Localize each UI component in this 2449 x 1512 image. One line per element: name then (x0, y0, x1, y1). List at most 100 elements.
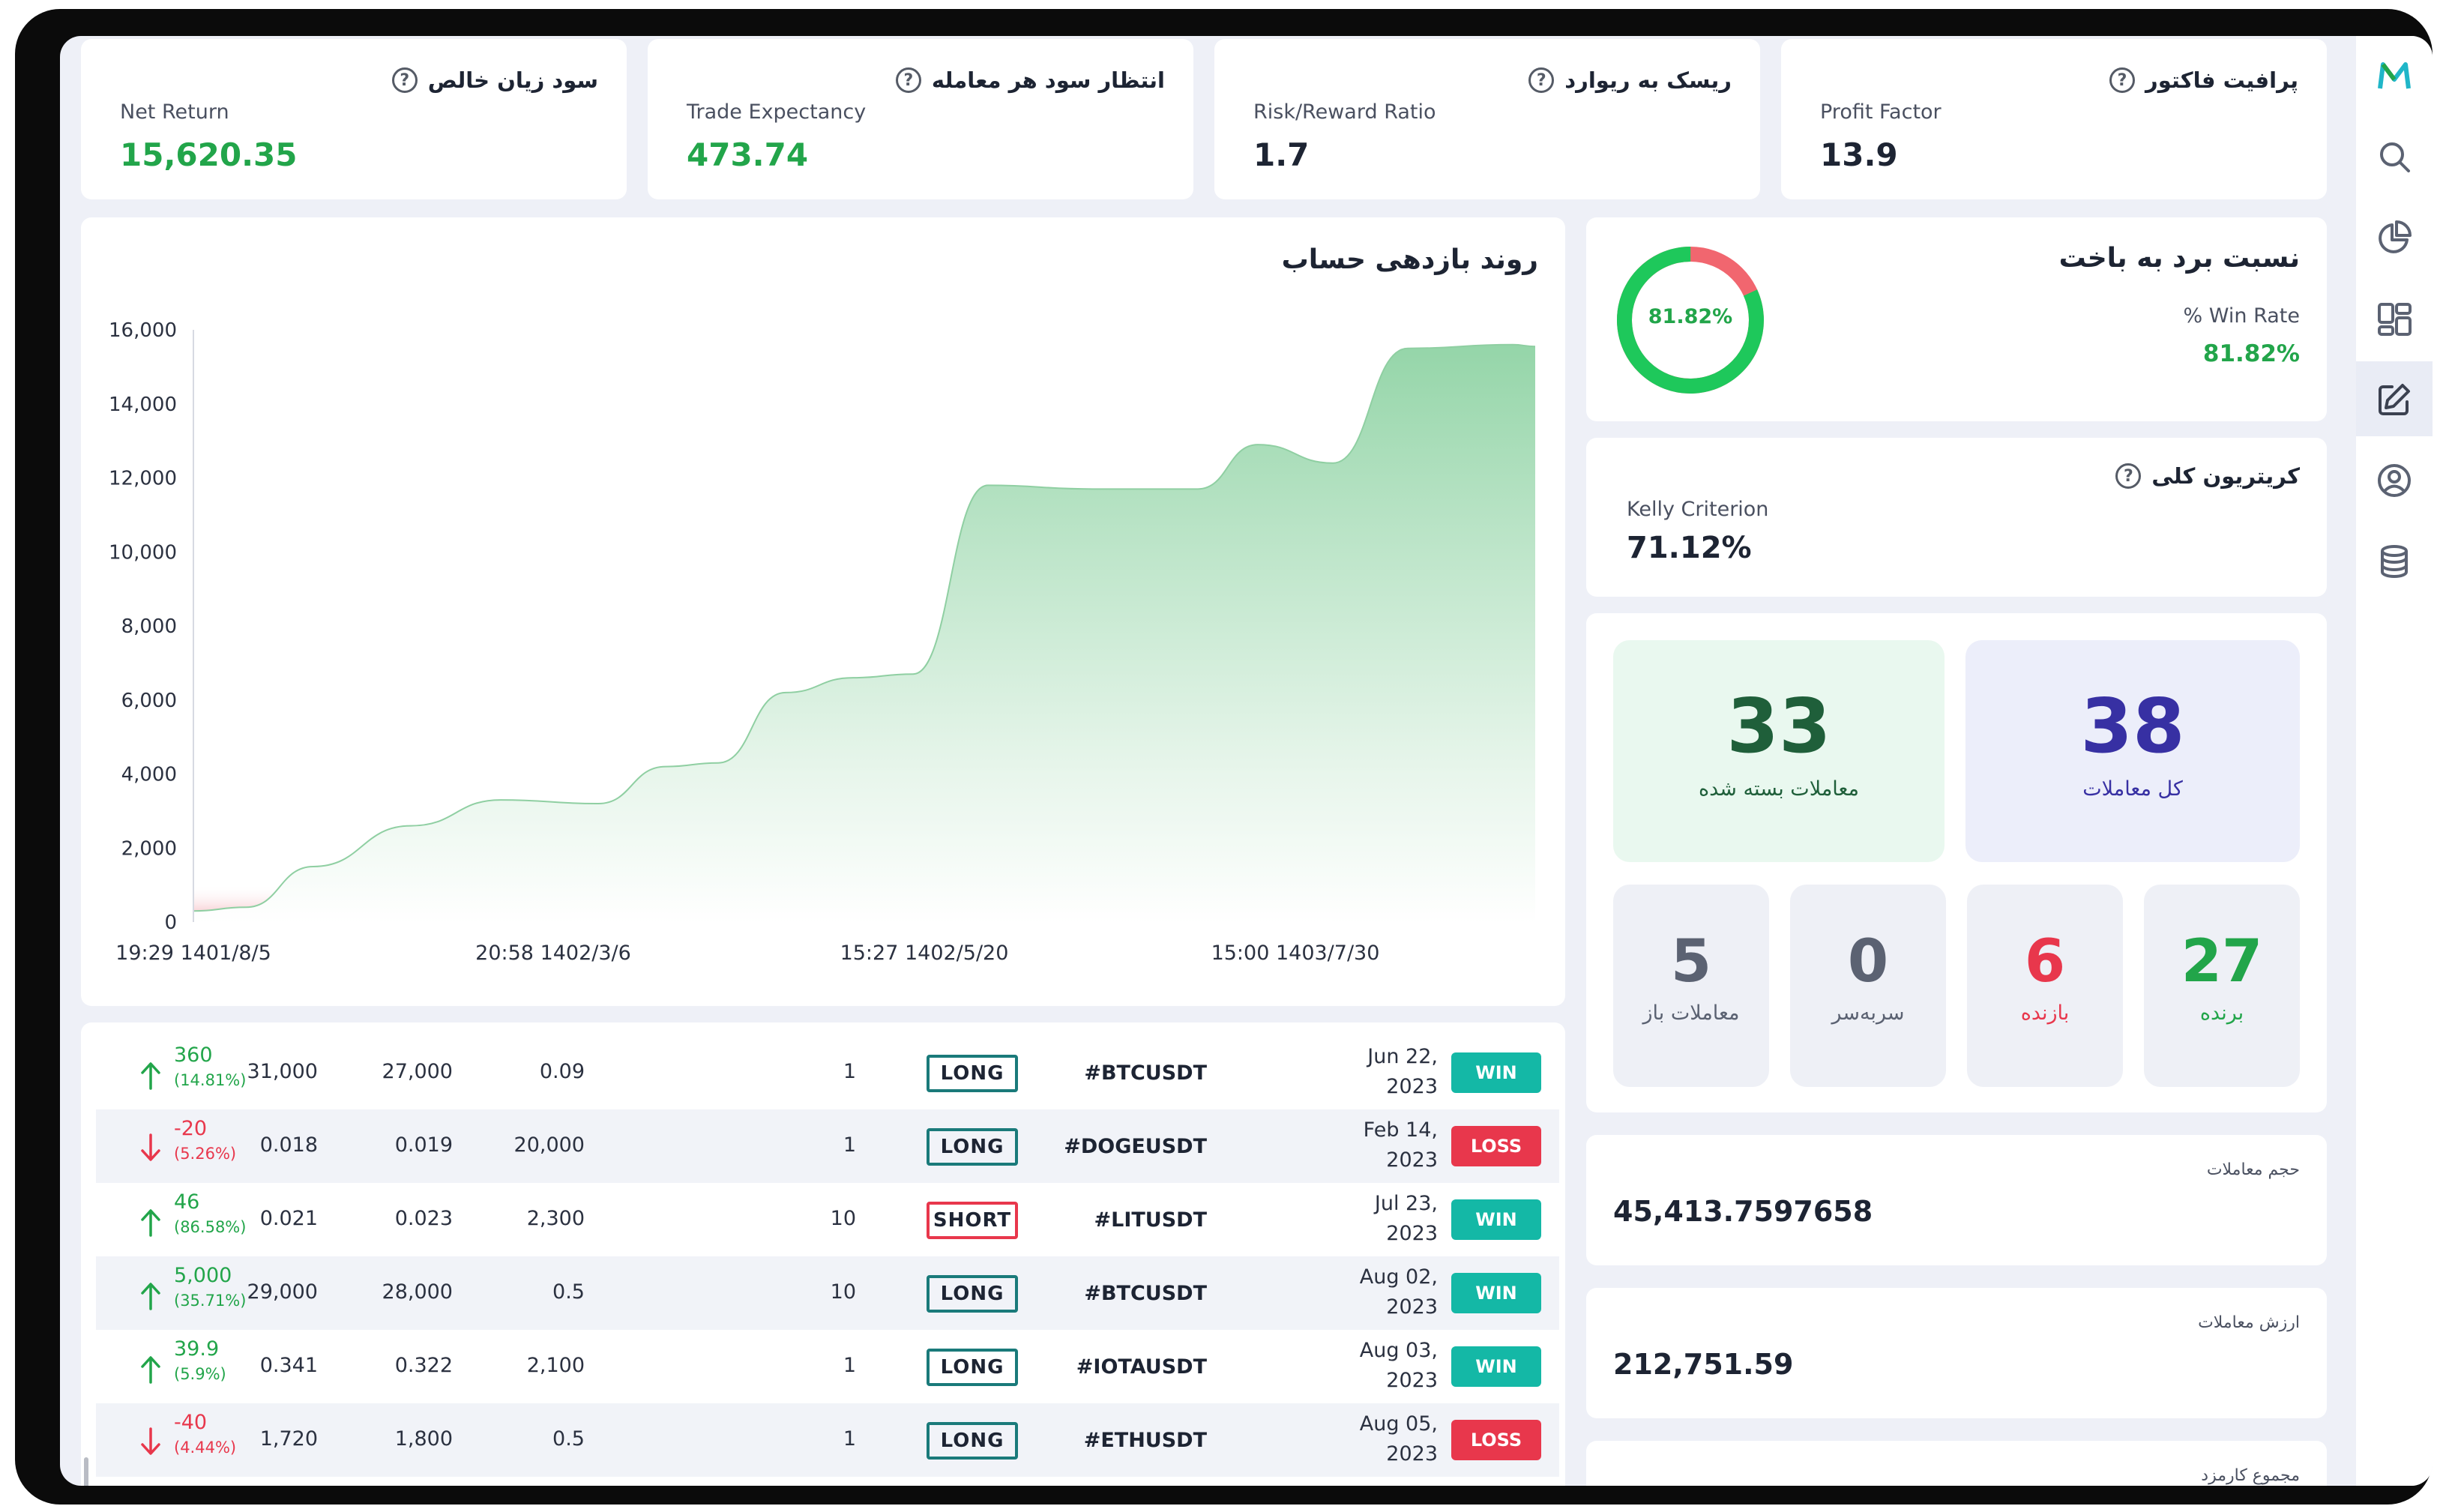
table-row[interactable]: -20 (5.26%) 0.018 0.019 20,000 1 LONG #DOGEUSDT… (96, 1109, 1559, 1183)
search-icon[interactable] (2376, 138, 2413, 175)
result-badge: WIN (1451, 1346, 1541, 1387)
trade-value-value: 212,751.59 (1613, 1348, 1794, 1381)
leverage: 1 (843, 1060, 856, 1083)
entry-price: 27,000 (382, 1060, 453, 1083)
trade-date-year: 2023 (1386, 1369, 1438, 1392)
entry-price: 1,800 (394, 1427, 453, 1451)
table-row[interactable]: 46 (86.58%) 0.021 0.023 2,300 10 SHORT #LITUSDT… (96, 1183, 1559, 1256)
entry-price: 0.023 (394, 1207, 453, 1230)
win-rate-label: % Win Rate (2183, 304, 2300, 328)
table-row[interactable]: 360 (14.81%) 31,000 27,000 0.09 1 LONG #BTCUSDT… (96, 1036, 1559, 1109)
user-icon[interactable] (2376, 462, 2413, 499)
y-tick-label: 6,000 (121, 690, 177, 712)
side-badge: LONG (927, 1128, 1018, 1166)
arrow-up-icon (141, 1062, 160, 1090)
table-row[interactable]: 5,000 (35.71%) 29,000 28,000 0.5 10 LONG #BTCUS… (96, 1256, 1559, 1330)
trade-date-day: Jul 23, (1374, 1192, 1438, 1215)
winners-count: 27 (2181, 928, 2263, 996)
kpi-value: 1.7 (1253, 136, 1310, 173)
equity-area (193, 344, 1535, 922)
dashboard-icon[interactable] (2376, 300, 2413, 337)
winners-label: برنده (2199, 1002, 2244, 1025)
exit-price: 0.021 (259, 1207, 318, 1230)
arrow-up-icon (141, 1283, 160, 1310)
y-tick-label: 14,000 (109, 394, 177, 416)
trade-date-day: Aug 03, (1359, 1339, 1438, 1362)
trade-date-year: 2023 (1386, 1148, 1438, 1172)
leverage: 10 (830, 1207, 856, 1230)
kelly-value: 71.12% (1627, 531, 1752, 565)
kpi-profit-factor: پرافیت فاکتور? Profit Factor 13.9 (1781, 39, 2327, 199)
open-trades-count: 5 (1670, 928, 1712, 996)
breakeven-count: 0 (1847, 928, 1889, 996)
pnl-value: 5,000 (174, 1264, 232, 1287)
side-badge: LONG (927, 1349, 1018, 1386)
side-badge: SHORT (927, 1202, 1018, 1239)
losers-count: 6 (2024, 928, 2066, 996)
help-icon[interactable]: ? (895, 67, 921, 93)
database-icon[interactable] (2376, 543, 2413, 580)
trade-date: Jul 23, 2023 (1295, 1189, 1438, 1249)
result-badge: WIN (1451, 1052, 1541, 1093)
kpi-value: 13.9 (1820, 136, 1898, 173)
chart-title: روند بازدهی حساب (1281, 244, 1538, 275)
edit-icon[interactable] (2376, 381, 2413, 418)
sidebar-active-indicator (2356, 361, 2433, 436)
losers-box: 6 بازنده (1967, 885, 2123, 1087)
position-size: 2,100 (526, 1354, 585, 1377)
symbol: #DOGEUSDT (1064, 1135, 1207, 1158)
win-rate-card: نسبت برد به باخت % Win Rate 81.82% 81.82… (1586, 217, 2327, 421)
trade-value-label: ارزش معاملات (2198, 1313, 2300, 1332)
side-badge: LONG (927, 1422, 1018, 1460)
trade-date: Aug 03, 2023 (1295, 1336, 1438, 1396)
help-icon[interactable]: ? (1528, 67, 1555, 93)
result-badge: WIN (1451, 1199, 1541, 1240)
table-row[interactable]: 39.9 (5.9%) 0.341 0.322 2,100 1 LONG #IOTAUSDT A… (96, 1330, 1559, 1403)
arrow-down-icon (141, 1133, 160, 1161)
leverage: 1 (843, 1133, 856, 1157)
kpi-trade-expectancy: انتظار سود هر معامله? Trade Expectancy 4… (648, 39, 1193, 199)
pnl-cell: 5,000 (35.71%) (139, 1264, 259, 1310)
result-badge: WIN (1451, 1273, 1541, 1313)
trade-counts-card: 33 معاملات بسته شده 38 کل معاملات 5 معام… (1586, 613, 2327, 1112)
equity-line (193, 343, 1536, 912)
kelly-label: Kelly Criterion (1627, 498, 1769, 521)
fees-card: مجموع کارمزد (1586, 1441, 2327, 1486)
x-tick-label: 15:27 1402/5/20 (840, 942, 1009, 965)
symbol: #LITUSDT (1094, 1208, 1208, 1232)
help-icon[interactable]: ? (391, 67, 418, 93)
pnl-value: 360 (174, 1043, 213, 1067)
pie-chart-icon[interactable] (2376, 219, 2413, 256)
kpi-title: پرافیت فاکتور (2145, 67, 2298, 93)
trade-date: Aug 02, 2023 (1295, 1262, 1438, 1322)
pnl-cell: 39.9 (5.9%) (139, 1337, 259, 1384)
kelly-card: کریتریون کلی? Kelly Criterion 71.12% (1586, 438, 2327, 597)
symbol: #IOTAUSDT (1076, 1355, 1207, 1379)
y-tick-label: 10,000 (109, 541, 177, 564)
trade-date-year: 2023 (1386, 1222, 1438, 1245)
leverage: 1 (843, 1427, 856, 1451)
trade-date-day: Jun 22, (1367, 1045, 1438, 1068)
pnl-cell: -20 (5.26%) (139, 1117, 259, 1163)
trade-date-day: Aug 05, (1359, 1412, 1438, 1436)
kpi-value: 15,620.35 (120, 136, 298, 173)
arrow-up-icon (141, 1209, 160, 1237)
pnl-cell: 360 (14.81%) (139, 1043, 259, 1090)
help-icon[interactable]: ? (2109, 67, 2136, 93)
help-icon[interactable]: ? (2115, 463, 2142, 489)
scrollbar[interactable] (84, 1457, 88, 1486)
logo-icon[interactable] (2376, 57, 2413, 94)
pnl-cell: -40 (4.44%) (139, 1411, 259, 1457)
win-rate-title: نسبت برد به باخت (2058, 243, 2300, 274)
trades-table: 360 (14.81%) 31,000 27,000 0.09 1 LONG #BTCUSDT… (81, 1022, 1565, 1486)
arrow-down-icon (141, 1427, 160, 1455)
closed-trades-label: معاملات بسته شده (1698, 777, 1860, 801)
trade-date-day: Aug 02, (1359, 1265, 1438, 1289)
device-frame: سود زیان خالص? Net Return 15,620.35 انتظ… (15, 9, 2433, 1505)
closed-trades-count: 33 (1726, 682, 1831, 770)
sidebar (2356, 36, 2433, 1486)
trade-date: Aug 05, 2023 (1295, 1409, 1438, 1469)
table-row[interactable]: -40 (4.44%) 1,720 1,800 0.5 1 LONG #ETHUSDT Aug … (96, 1403, 1559, 1477)
side-badge: LONG (927, 1055, 1018, 1092)
entry-price: 28,000 (382, 1280, 453, 1304)
